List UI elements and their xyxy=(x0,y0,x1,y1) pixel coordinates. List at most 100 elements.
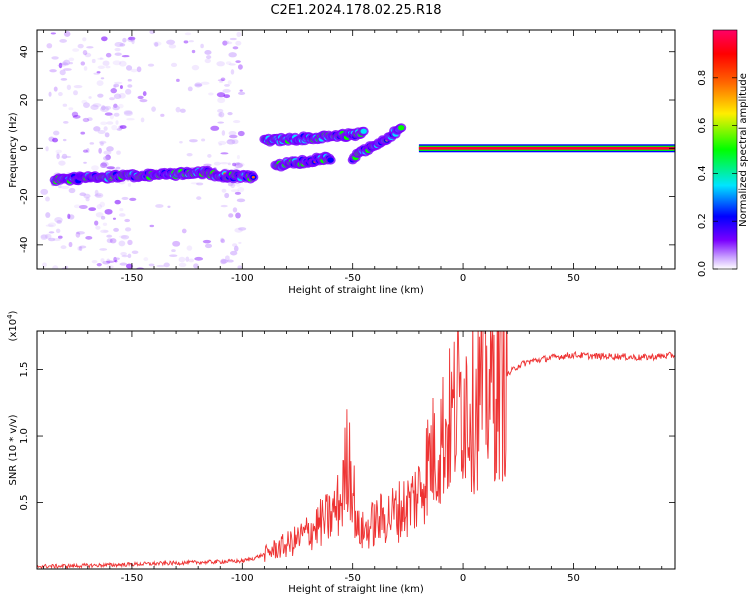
noise-blob xyxy=(234,191,241,195)
noise-blob xyxy=(96,204,103,210)
noise-blob xyxy=(54,217,63,223)
noise-blob xyxy=(63,59,71,66)
noise-blob xyxy=(93,72,100,75)
noise-blob xyxy=(58,184,62,189)
noise-blob xyxy=(80,61,86,66)
noise-blob xyxy=(102,156,110,161)
noise-blob xyxy=(142,91,147,97)
noise-blob xyxy=(91,259,98,264)
noise-blob xyxy=(46,43,53,49)
noise-blob xyxy=(104,208,113,215)
noise-blob xyxy=(101,161,109,167)
noise-blob xyxy=(220,237,224,243)
noise-blob xyxy=(94,194,102,197)
noise-blob xyxy=(40,188,49,195)
noise-blob xyxy=(179,140,183,144)
noise-blob xyxy=(105,52,112,58)
noise-blob xyxy=(61,62,69,66)
noise-blob xyxy=(59,39,68,43)
noise-blob xyxy=(118,213,126,217)
noise-blob xyxy=(236,31,242,37)
noise-blob xyxy=(156,264,165,268)
noise-blob xyxy=(239,89,243,92)
snr-plot-area xyxy=(37,331,675,569)
colorbar: 0.0 0.2 0.4 0.6 0.8 Normalized spectral ampl… xyxy=(697,29,749,277)
noise-blob xyxy=(163,262,170,268)
noise-blob xyxy=(228,63,236,66)
snr-x-tick-label: 50 xyxy=(567,573,580,584)
noise-blob xyxy=(100,229,109,234)
spectrogram-y-tick-label: 20 xyxy=(19,94,30,107)
noise-blob xyxy=(86,46,94,49)
noise-blob xyxy=(94,220,99,226)
noise-blob xyxy=(114,41,124,48)
noise-blob xyxy=(222,40,228,46)
noise-blob xyxy=(110,88,118,94)
noise-blob xyxy=(221,130,226,136)
noise-blob xyxy=(121,196,129,201)
noise-blob xyxy=(204,243,213,249)
noise-blob xyxy=(58,62,63,69)
noise-blob xyxy=(125,88,132,95)
snr-x-tick-label: -100 xyxy=(231,573,254,584)
noise-blob xyxy=(200,43,204,49)
noise-blob xyxy=(52,265,59,269)
noise-blob xyxy=(95,225,101,230)
noise-blob xyxy=(113,81,123,85)
noise-blob xyxy=(237,265,243,269)
noise-blob xyxy=(217,112,222,117)
noise-blob xyxy=(151,106,156,112)
noise-blob xyxy=(85,197,90,202)
noise-blob xyxy=(140,117,145,123)
noise-blob xyxy=(102,222,108,226)
colorbar-tick-label: 0.2 xyxy=(697,213,708,229)
spectrogram-y-label: Frequency (Hz) xyxy=(8,112,19,188)
noise-blob xyxy=(90,104,99,110)
noise-blob xyxy=(187,86,193,92)
noise-blob xyxy=(218,143,222,146)
noise-blob xyxy=(171,249,176,253)
noise-blob xyxy=(96,262,102,267)
noise-blob xyxy=(78,204,88,210)
noise-blob xyxy=(57,235,63,239)
noise-blob xyxy=(139,99,148,103)
noise-blob xyxy=(96,80,104,86)
noise-blob xyxy=(114,257,120,260)
noise-blob xyxy=(119,207,124,212)
noise-blob xyxy=(88,207,97,212)
noise-blob xyxy=(125,65,133,71)
noise-blob xyxy=(210,125,220,131)
noise-blob xyxy=(97,129,106,134)
noise-blob xyxy=(230,250,238,256)
noise-blob xyxy=(147,63,155,67)
noise-blob xyxy=(232,182,237,187)
noise-blob xyxy=(104,132,110,138)
noise-blob xyxy=(56,220,62,224)
noise-blob xyxy=(93,126,101,132)
noise-blob xyxy=(236,198,246,203)
noise-blob xyxy=(118,235,127,239)
colorbar-tick-label: 0.8 xyxy=(697,70,708,86)
noise-blob xyxy=(221,188,227,193)
band-core xyxy=(327,157,334,163)
noise-blob xyxy=(127,84,133,88)
noise-blob xyxy=(94,189,99,196)
noise-blob xyxy=(63,68,72,71)
noise-blob xyxy=(185,256,190,262)
noise-blob xyxy=(101,36,108,42)
noise-blob xyxy=(106,238,113,244)
noise-blob xyxy=(120,234,130,240)
noise-blob xyxy=(40,234,48,241)
spectrogram-x-tick-label: 50 xyxy=(567,273,580,284)
noise-blob xyxy=(235,161,240,166)
spectrogram-x-label: Height of straight line (km) xyxy=(288,285,424,296)
spectrogram-panel: -150 -100 -50 0 50 -40 -20 0 20 40 Height of stra… xyxy=(8,29,676,296)
noise-blob xyxy=(216,61,225,67)
noise-blob xyxy=(99,57,103,60)
noise-blob xyxy=(191,64,200,71)
colorbar-ticks: 0.0 0.2 0.4 0.6 0.8 xyxy=(697,70,737,277)
noise-blob xyxy=(80,131,86,135)
noise-blob xyxy=(42,262,47,268)
noise-blob xyxy=(113,83,120,88)
noise-blob xyxy=(188,258,195,263)
